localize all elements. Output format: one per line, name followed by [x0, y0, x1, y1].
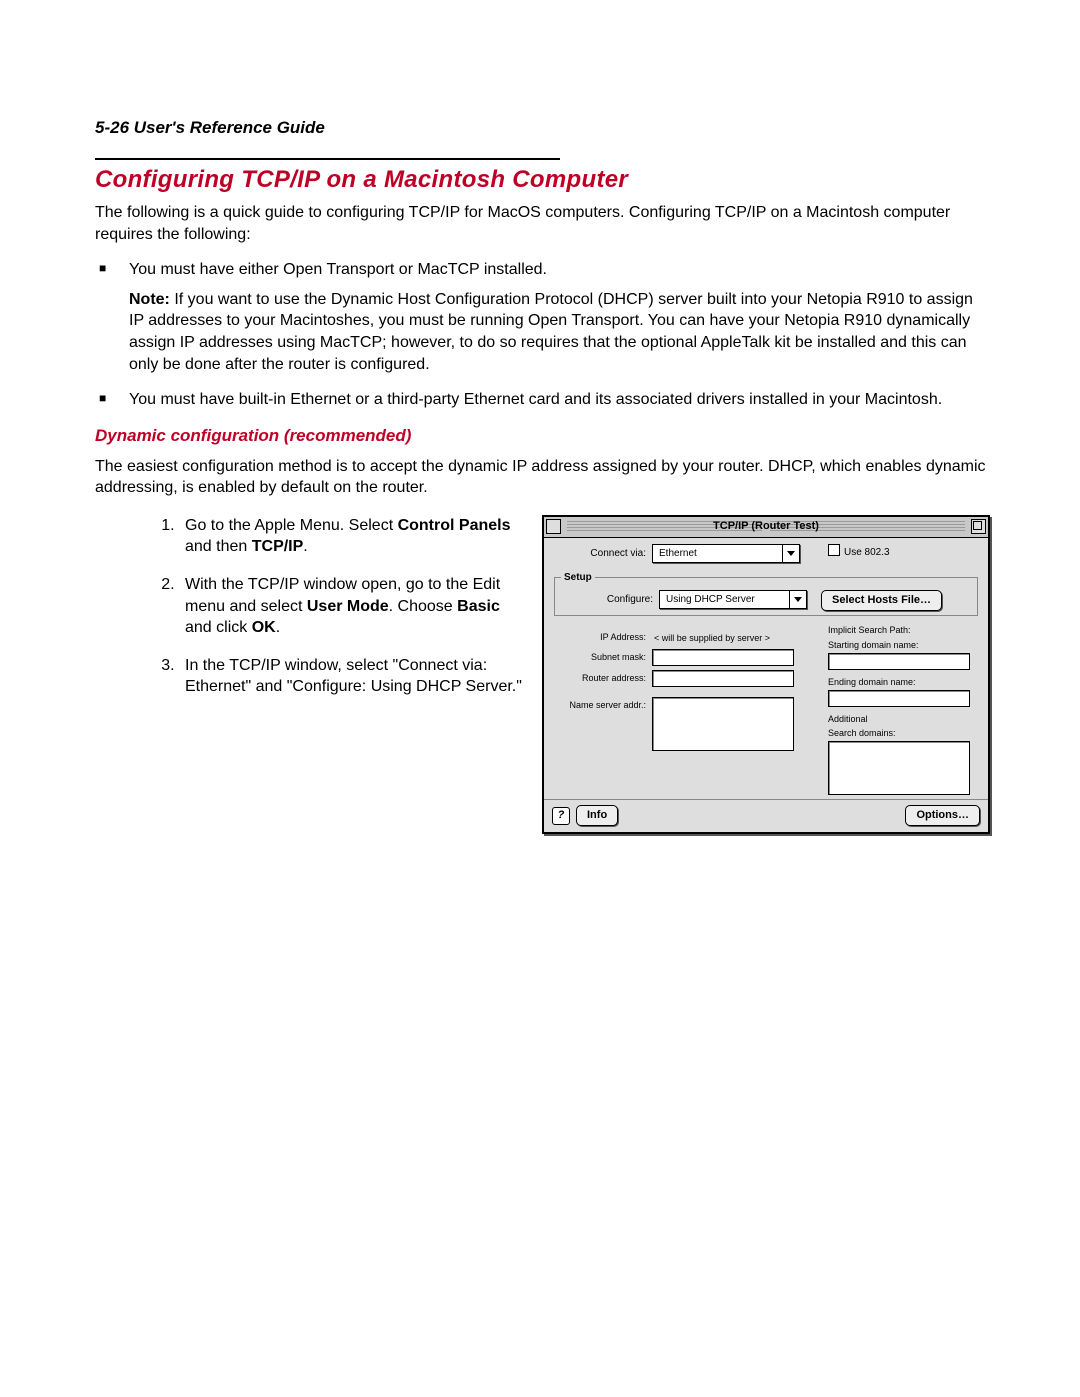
requirement-item: You must have built-in Ethernet or a thi… [95, 389, 990, 411]
step-item: Go to the Apple Menu. Select Control Pan… [179, 515, 522, 558]
setup-legend: Setup [561, 571, 595, 585]
additional-label: Additional [828, 713, 978, 725]
connect-via-value: Ethernet [659, 547, 697, 561]
heading-1: Configuring TCP/IP on a Macintosh Comput… [95, 166, 990, 194]
requirement-item: You must have either Open Transport or M… [95, 259, 990, 375]
requirement-text: You must have built-in Ethernet or a thi… [129, 391, 942, 408]
search-domains-field[interactable] [828, 741, 970, 795]
select-hosts-button[interactable]: Select Hosts File… [821, 590, 942, 611]
dynamic-paragraph: The easiest configuration method is to a… [95, 456, 990, 499]
subnet-mask-label: Subnet mask: [554, 651, 652, 663]
body-content: The following is a quick guide to config… [95, 202, 990, 834]
step-item: In the TCP/IP window, select "Connect vi… [179, 655, 522, 698]
requirement-text: You must have either Open Transport or M… [129, 261, 547, 278]
connect-via-label: Connect via: [554, 547, 652, 561]
steps-list: Go to the Apple Menu. Select Control Pan… [95, 515, 522, 714]
heading-rule [95, 158, 560, 160]
name-server-label: Name server addr.: [554, 697, 652, 711]
page-header: 5-26 User's Reference Guide [95, 118, 990, 138]
note-text: If you want to use the Dynamic Host Conf… [129, 291, 973, 373]
use-8023-checkbox[interactable] [828, 544, 840, 556]
chevron-down-icon [782, 545, 799, 562]
ip-address-label: IP Address: [554, 631, 652, 643]
window-footer: ? Info Options… [544, 799, 988, 832]
ending-domain-label: Ending domain name: [828, 676, 978, 688]
titlebar-stripes [770, 521, 965, 533]
heading-2: Dynamic configuration (recommended) [95, 425, 990, 448]
info-button[interactable]: Info [576, 805, 618, 826]
step-item: With the TCP/IP window open, go to the E… [179, 574, 522, 639]
note-prefix: Note: [129, 291, 170, 308]
steps-and-screenshot: Go to the Apple Menu. Select Control Pan… [95, 515, 990, 834]
starting-domain-label: Starting domain name: [828, 639, 978, 651]
router-address-label: Router address: [554, 672, 652, 684]
help-icon[interactable]: ? [552, 807, 570, 825]
configure-label: Configure: [561, 593, 659, 607]
connect-via-popup[interactable]: Ethernet [652, 544, 800, 563]
options-button[interactable]: Options… [905, 805, 980, 826]
titlebar-stripes [567, 521, 762, 533]
requirement-list: You must have either Open Transport or M… [95, 259, 990, 411]
setup-fieldset: Setup Configure: Using DHCP Server [554, 571, 978, 617]
implicit-search-label: Implicit Search Path: [828, 624, 978, 636]
requirement-note: Note: If you want to use the Dynamic Hos… [129, 289, 990, 375]
configure-popup[interactable]: Using DHCP Server [659, 590, 807, 609]
page: 5-26 User's Reference Guide Configuring … [0, 0, 1080, 1397]
ending-domain-field[interactable] [828, 690, 970, 707]
ip-address-value: < will be supplied by server > [652, 630, 770, 644]
subnet-mask-field[interactable] [652, 649, 794, 666]
window-body: Connect via: Ethernet Use 802.3 [544, 538, 988, 799]
window-titlebar[interactable]: TCP/IP (Router Test) [544, 517, 988, 538]
chevron-down-icon [789, 591, 806, 608]
tcpip-window: TCP/IP (Router Test) Connect via: Ethern… [542, 515, 990, 834]
starting-domain-field[interactable] [828, 653, 970, 670]
configure-value: Using DHCP Server [666, 593, 755, 607]
intro-paragraph: The following is a quick guide to config… [95, 202, 990, 245]
use-8023-label: Use 802.3 [844, 547, 890, 558]
router-address-field[interactable] [652, 670, 794, 687]
close-box-icon[interactable] [546, 519, 561, 534]
search-domains-label: Search domains: [828, 727, 978, 739]
name-server-field[interactable] [652, 697, 794, 751]
zoom-box-icon[interactable] [971, 519, 986, 534]
